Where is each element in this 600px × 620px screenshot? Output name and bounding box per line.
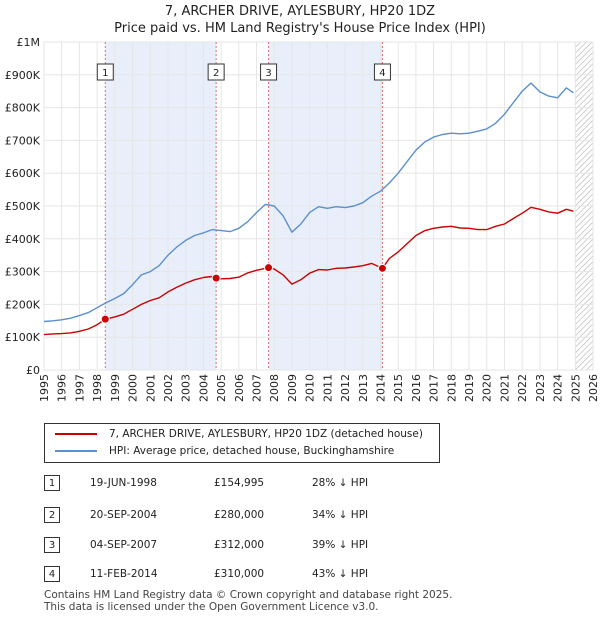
transaction-row: 4 11-FEB-2014 £310,000 43% ↓ HPI <box>44 566 464 584</box>
transaction-price: £312,000 <box>214 539 265 551</box>
transaction-date: 04-SEP-2007 <box>90 539 158 551</box>
x-tick-label: 2018 <box>445 374 458 402</box>
x-tick-label: 1996 <box>56 374 69 402</box>
y-tick-label: £800K <box>5 102 41 115</box>
y-tick-label: £700K <box>5 134 41 147</box>
x-tick-label: 2013 <box>357 374 370 402</box>
x-tick-label: 2022 <box>516 374 529 402</box>
x-tick-label: 2016 <box>410 374 423 402</box>
y-tick-label: £600K <box>5 167 41 180</box>
x-tick-label: 2026 <box>587 374 600 402</box>
x-tick-label: 1997 <box>73 374 86 402</box>
transaction-price: £310,000 <box>214 568 265 580</box>
chart-title: 7, ARCHER DRIVE, AYLESBURY, HP20 1DZ <box>164 4 436 19</box>
legend-item-hpi: HPI: Average price, detached house, Buck… <box>55 445 394 457</box>
transaction-number-badge: 2 <box>44 507 60 523</box>
y-tick-label: £1M <box>17 36 41 49</box>
x-tick-label: 2024 <box>552 374 565 402</box>
transaction-row: 2 20-SEP-2004 £280,000 34% ↓ HPI <box>44 507 464 525</box>
x-tick-label: 2002 <box>162 374 175 402</box>
transaction-number-badge: 1 <box>44 475 60 491</box>
x-tick-label: 2009 <box>286 374 299 402</box>
sale-point <box>100 314 110 324</box>
x-tick-label: 1999 <box>109 374 122 402</box>
footer-licence: This data is licensed under the Open Gov… <box>44 601 379 613</box>
property-series-line <box>43 206 574 336</box>
sale-point <box>211 273 221 283</box>
sale-number-label: 1 <box>102 68 108 79</box>
x-tick-label: 2003 <box>180 374 193 402</box>
transaction-number-badge: 4 <box>44 566 60 582</box>
x-tick-label: 2015 <box>392 374 405 402</box>
transaction-date: 19-JUN-1998 <box>90 477 157 489</box>
transaction-price: £280,000 <box>214 509 265 521</box>
transaction-hpi-diff: 39% ↓ HPI <box>312 539 369 551</box>
transaction-row: 1 19-JUN-1998 £154,995 28% ↓ HPI <box>44 475 464 493</box>
sale-number-label: 3 <box>265 68 271 79</box>
sale-point <box>264 263 274 273</box>
chart-subtitle: Price paid vs. HM Land Registry's House … <box>114 21 486 36</box>
sale-number-box <box>260 63 278 81</box>
y-tick-label: £500K <box>5 200 41 213</box>
x-tick-label: 2019 <box>463 374 476 402</box>
x-tick-label: 2000 <box>127 374 140 402</box>
y-tick-label: £0 <box>26 364 40 377</box>
legend: 7, ARCHER DRIVE, AYLESBURY, HP20 1DZ (de… <box>44 423 440 463</box>
transaction-hpi-diff: 28% ↓ HPI <box>312 477 369 489</box>
x-tick-label: 2001 <box>144 374 157 402</box>
y-tick-label: £900K <box>5 69 41 82</box>
legend-swatch-property <box>55 433 97 435</box>
sale-point <box>377 263 387 273</box>
y-tick-label: £100K <box>5 331 41 344</box>
legend-label-hpi: HPI: Average price, detached house, Buck… <box>109 445 395 457</box>
x-tick-label: 2005 <box>215 374 228 402</box>
x-tick-label: 2020 <box>481 374 494 402</box>
y-tick-label: £300K <box>5 266 41 279</box>
x-tick-label: 2008 <box>268 374 281 402</box>
x-tick-label: 2023 <box>534 374 547 402</box>
x-tick-label: 2010 <box>304 374 317 402</box>
x-tick-label: 2004 <box>197 374 210 402</box>
transaction-date: 20-SEP-2004 <box>90 509 158 521</box>
x-tick-label: 2014 <box>374 374 387 402</box>
legend-item-property: 7, ARCHER DRIVE, AYLESBURY, HP20 1DZ (de… <box>55 428 423 440</box>
sale-number-box <box>96 63 114 81</box>
legend-label-property: 7, ARCHER DRIVE, AYLESBURY, HP20 1DZ (de… <box>109 428 423 440</box>
x-tick-label: 2011 <box>321 374 334 402</box>
y-tick-label: £200K <box>5 298 41 311</box>
sale-number-label: 4 <box>379 68 385 79</box>
y-tick-label: £400K <box>5 233 41 246</box>
x-tick-label: 2017 <box>428 374 441 402</box>
legend-swatch-hpi <box>55 450 97 452</box>
x-tick-label: 2006 <box>233 374 246 402</box>
x-tick-label: 2012 <box>339 374 352 402</box>
x-tick-label: 2007 <box>251 374 264 402</box>
transaction-price: £154,995 <box>214 477 265 489</box>
footer-copyright: Contains HM Land Registry data © Crown c… <box>44 589 453 601</box>
transaction-row: 3 04-SEP-2007 £312,000 39% ↓ HPI <box>44 537 464 555</box>
transaction-hpi-diff: 34% ↓ HPI <box>312 509 369 521</box>
transaction-number-badge: 3 <box>44 537 60 553</box>
x-tick-label: 2025 <box>569 374 582 402</box>
hpi-series-line <box>43 82 574 323</box>
sale-number-box <box>373 63 391 81</box>
price-chart: 1 2 3 4 £0 £100K £200K £300K £400K £500K £600K £700… <box>5 36 600 402</box>
x-tick-label: 1998 <box>91 374 104 402</box>
x-tick-label: 1995 <box>38 374 51 402</box>
transaction-hpi-diff: 43% ↓ HPI <box>312 568 369 580</box>
footer: Contains HM Land Registry data © Crown c… <box>44 589 452 613</box>
transaction-date: 11-FEB-2014 <box>90 568 158 580</box>
sale-number-label: 2 <box>213 68 219 79</box>
x-tick-label: 2021 <box>498 374 511 402</box>
sale-number-box <box>207 63 225 81</box>
